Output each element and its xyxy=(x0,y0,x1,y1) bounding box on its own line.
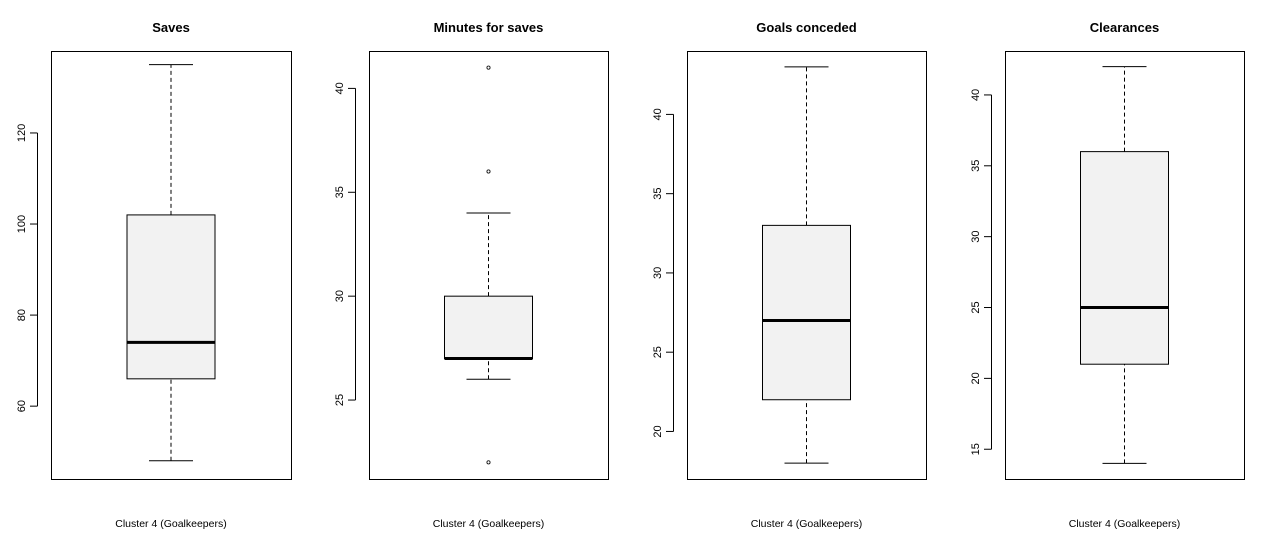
iqr-box xyxy=(1080,151,1169,365)
boxplot-panel: Saves 60 80 100 120 Cluster 4 (Goalkeepers) xyxy=(16,20,292,530)
y-tick-label: 25 xyxy=(652,346,664,358)
chart-title: Saves xyxy=(152,20,190,35)
y-tick-label: 80 xyxy=(16,309,28,321)
x-axis-label: Cluster 4 (Goalkeepers) xyxy=(1069,518,1180,530)
y-tick-label: 40 xyxy=(334,82,346,94)
plot-frame xyxy=(369,51,609,480)
y-tick-label: 40 xyxy=(652,108,664,120)
y-tick-label: 20 xyxy=(652,425,664,437)
iqr-box xyxy=(126,214,216,380)
x-axis-label: Cluster 4 (Goalkeepers) xyxy=(115,518,226,530)
y-tick-label: 25 xyxy=(970,301,982,313)
y-tick-label: 35 xyxy=(334,186,346,198)
y-tick-label: 30 xyxy=(970,231,982,243)
iqr-box xyxy=(762,224,851,401)
y-tick-label: 30 xyxy=(652,267,664,279)
chart-title: Goals conceded xyxy=(756,20,856,35)
chart-title: Minutes for saves xyxy=(434,20,544,35)
plot-frame xyxy=(687,51,927,480)
x-axis-label: Cluster 4 (Goalkeepers) xyxy=(433,518,544,530)
y-tick-label: 120 xyxy=(16,124,28,142)
boxplot-panel: Clearances 15 20 25 30 35 40 Cluster 4 (Goalkee… xyxy=(970,20,1245,530)
y-tick-label: 40 xyxy=(970,89,982,101)
chart-title: Clearances xyxy=(1090,20,1159,35)
outlier-point xyxy=(486,169,491,174)
outlier-point xyxy=(486,460,491,465)
boxplot-panel: Minutes for saves 25 30 35 40 Cluster 4 (Goal… xyxy=(334,20,609,530)
y-tick-label: 35 xyxy=(970,160,982,172)
iqr-box xyxy=(444,295,533,359)
plot-frame xyxy=(51,51,292,480)
outlier-point xyxy=(486,65,491,70)
y-tick-label: 20 xyxy=(970,372,982,384)
boxplot-panel: Goals conceded 20 25 30 35 40 Cluster 4 (Goalk… xyxy=(652,20,927,530)
plot-frame xyxy=(1005,51,1245,480)
y-tick-label: 15 xyxy=(970,443,982,455)
y-tick-label: 35 xyxy=(652,188,664,200)
y-tick-label: 100 xyxy=(16,215,28,233)
x-axis-label: Cluster 4 (Goalkeepers) xyxy=(751,518,862,530)
y-tick-label: 60 xyxy=(16,400,28,412)
y-tick-label: 25 xyxy=(334,394,346,406)
y-tick-label: 30 xyxy=(334,290,346,302)
